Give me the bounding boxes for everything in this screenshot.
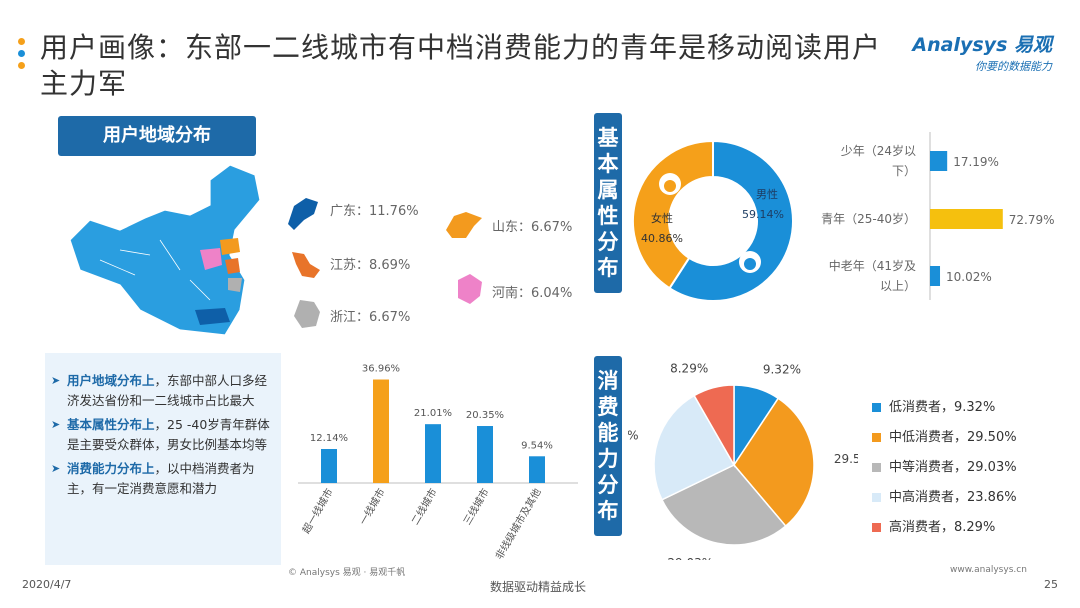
consume-slice-label-1: 29.50% <box>834 452 858 466</box>
consume-slice-label-2: 29.03% <box>667 556 713 560</box>
footer-page: 25 <box>1044 578 1058 591</box>
female-icon-face <box>664 180 676 192</box>
age-category-1-line-0: 青年（25-40岁） <box>821 211 916 226</box>
region-label-henan: 河南：6.04% <box>492 286 573 301</box>
consume-slice-label-0: 9.32% <box>763 362 801 376</box>
zhejiang-shape <box>294 300 320 328</box>
consumption-legend: 低消费者，9.32% 中低消费者，29.50% 中等消费者，29.03% 中高消费者，… <box>872 393 1072 543</box>
consume-slice-3 <box>653 394 736 501</box>
age-category-0-line-1: 下） <box>892 164 916 178</box>
consume-legend-label-2: 中等消费者，29.03% <box>889 460 1017 475</box>
henan-shape <box>458 274 482 304</box>
city-tick-label-0: 超一线城市 <box>299 486 335 536</box>
consume-legend-item-1: 中低消费者，29.50% <box>872 423 1072 453</box>
age-value-1: 72.79% <box>1009 213 1055 227</box>
region-label-jiangsu: 江苏：8.69% <box>330 258 411 273</box>
consume-slice-label-3: 23.86% <box>628 428 638 442</box>
shandong-shape <box>446 212 482 238</box>
age-category-2-line-0: 中老年（41岁及 <box>829 258 916 273</box>
city-tick-label-3: 三线城市 <box>460 486 491 527</box>
guangdong-shape <box>288 198 318 230</box>
consume-slice-label-4: 8.29% <box>670 361 708 375</box>
city-tick-label-4: 非线级城市及其他 <box>492 486 543 562</box>
consume-legend-swatch-3 <box>872 493 881 502</box>
consume-legend-swatch-4 <box>872 523 881 532</box>
gender-donut-chart: 男性 59.14% 女性 40.86% <box>632 139 794 302</box>
basic-attr-tag: 基本属性分布 <box>594 113 622 293</box>
footer-center: 数据驱动精益成长 <box>490 580 587 594</box>
city-tier-bar-chart: 12.14% 超一线城市 36.96% 一线城市 21.01% 二线城市 20.35% 三线城… <box>298 364 578 562</box>
consume-slice-1 <box>733 397 815 528</box>
footer-copyright: © Analysys 易观 · 易观千帆 <box>288 568 406 578</box>
consume-legend-item-2: 中等消费者，29.03% <box>872 453 1072 483</box>
age-bar-0 <box>930 151 948 171</box>
city-bar-value-3: 20.35% <box>466 410 504 421</box>
region-label-guangdong: 广东：11.76% <box>330 204 419 219</box>
analysys-logo: Analysys 易观 你要的数据能力 <box>912 30 1052 74</box>
city-bar-3 <box>477 426 493 483</box>
logo-slogan: 你要的数据能力 <box>975 60 1052 73</box>
gender-label-0-value: 59.14% <box>742 208 784 221</box>
city-bar-value-2: 21.01% <box>414 408 452 419</box>
consume-legend-item-0: 低消费者，9.32% <box>872 393 1072 423</box>
age-value-2: 10.02% <box>946 270 992 284</box>
city-tick-label-1: 一线城市 <box>356 486 387 527</box>
city-bar-0 <box>321 449 337 483</box>
consume-legend-label-3: 中高消费者，23.86% <box>889 490 1017 505</box>
consume-tag: 消费能力分布 <box>594 356 622 536</box>
gender-label-0-name: 男性 <box>756 187 778 201</box>
consume-legend-item-3: 中高消费者，23.86% <box>872 483 1072 513</box>
age-bar-2 <box>930 266 941 286</box>
footer-site: www.analysys.cn <box>950 565 1027 575</box>
jiangsu-shape <box>292 252 320 278</box>
city-bar-4 <box>529 456 545 483</box>
city-bar-value-4: 9.54% <box>521 440 553 451</box>
summary-box: 用户地域分布上，东部中部人口多经济发达省份和一二线城市占比最大 基本属性分布上，… <box>45 353 281 565</box>
age-category-2-line-1: 以上） <box>880 279 916 293</box>
consume-tag-label: 消费能力分布 <box>597 369 619 523</box>
male-icon <box>739 251 761 273</box>
page-title: 用户画像：东部一二线城市有中档消费能力的青年是移动阅读用户主力军 <box>40 31 882 100</box>
consume-legend-swatch-1 <box>872 433 881 442</box>
summary-item-region: 用户地域分布上，东部中部人口多经济发达省份和一二线城市占比最大 <box>51 371 271 411</box>
city-bar-value-0: 12.14% <box>310 433 348 444</box>
consume-legend-swatch-2 <box>872 463 881 472</box>
age-bar-1 <box>930 209 1003 229</box>
consumption-pie-chart: 9.32% 29.50% 29.03% 23.86% 8.29% <box>628 361 858 560</box>
consume-slice-4 <box>693 384 735 468</box>
basic-attr-tag-label: 基本属性分布 <box>597 126 619 280</box>
gender-label-1-value: 40.86% <box>641 232 683 245</box>
consume-legend-label-4: 高消费者，8.29% <box>889 520 996 535</box>
gender-slice-0 <box>668 139 794 302</box>
age-category-0-line-0: 少年（24岁以 <box>841 143 916 158</box>
city-bar-value-1: 36.96% <box>362 364 400 375</box>
footer-date: 2020/4/7 <box>22 578 72 591</box>
city-tick-label-2: 二线城市 <box>408 486 439 527</box>
female-icon <box>659 173 681 195</box>
city-bar-2 <box>425 424 441 483</box>
male-icon-face <box>744 258 756 270</box>
gender-slice-1 <box>632 139 714 290</box>
china-map <box>69 164 261 336</box>
consume-legend-label-1: 中低消费者，29.50% <box>889 430 1017 445</box>
region-section-tag: 用户地域分布 <box>58 116 256 156</box>
consume-legend-swatch-0 <box>872 403 881 412</box>
region-label-zhejiang: 浙江：6.67% <box>330 310 411 325</box>
logo-brand: Analysys 易观 <box>912 34 1052 56</box>
summary-item-basic: 基本属性分布上，25 -40岁青年群体是主要受众群体，男女比例基本均等 <box>51 415 271 455</box>
summary-item-consume: 消费能力分布上，以中档消费者为主，有一定消费意愿和潜力 <box>51 459 271 499</box>
consume-legend-label-0: 低消费者，9.32% <box>889 400 996 415</box>
consume-legend-item-4: 高消费者，8.29% <box>872 513 1072 543</box>
region-label-shandong: 山东：6.67% <box>492 220 573 235</box>
age-value-0: 17.19% <box>953 155 999 169</box>
gender-label-1-name: 女性 <box>651 211 673 225</box>
city-bar-1 <box>373 379 389 483</box>
